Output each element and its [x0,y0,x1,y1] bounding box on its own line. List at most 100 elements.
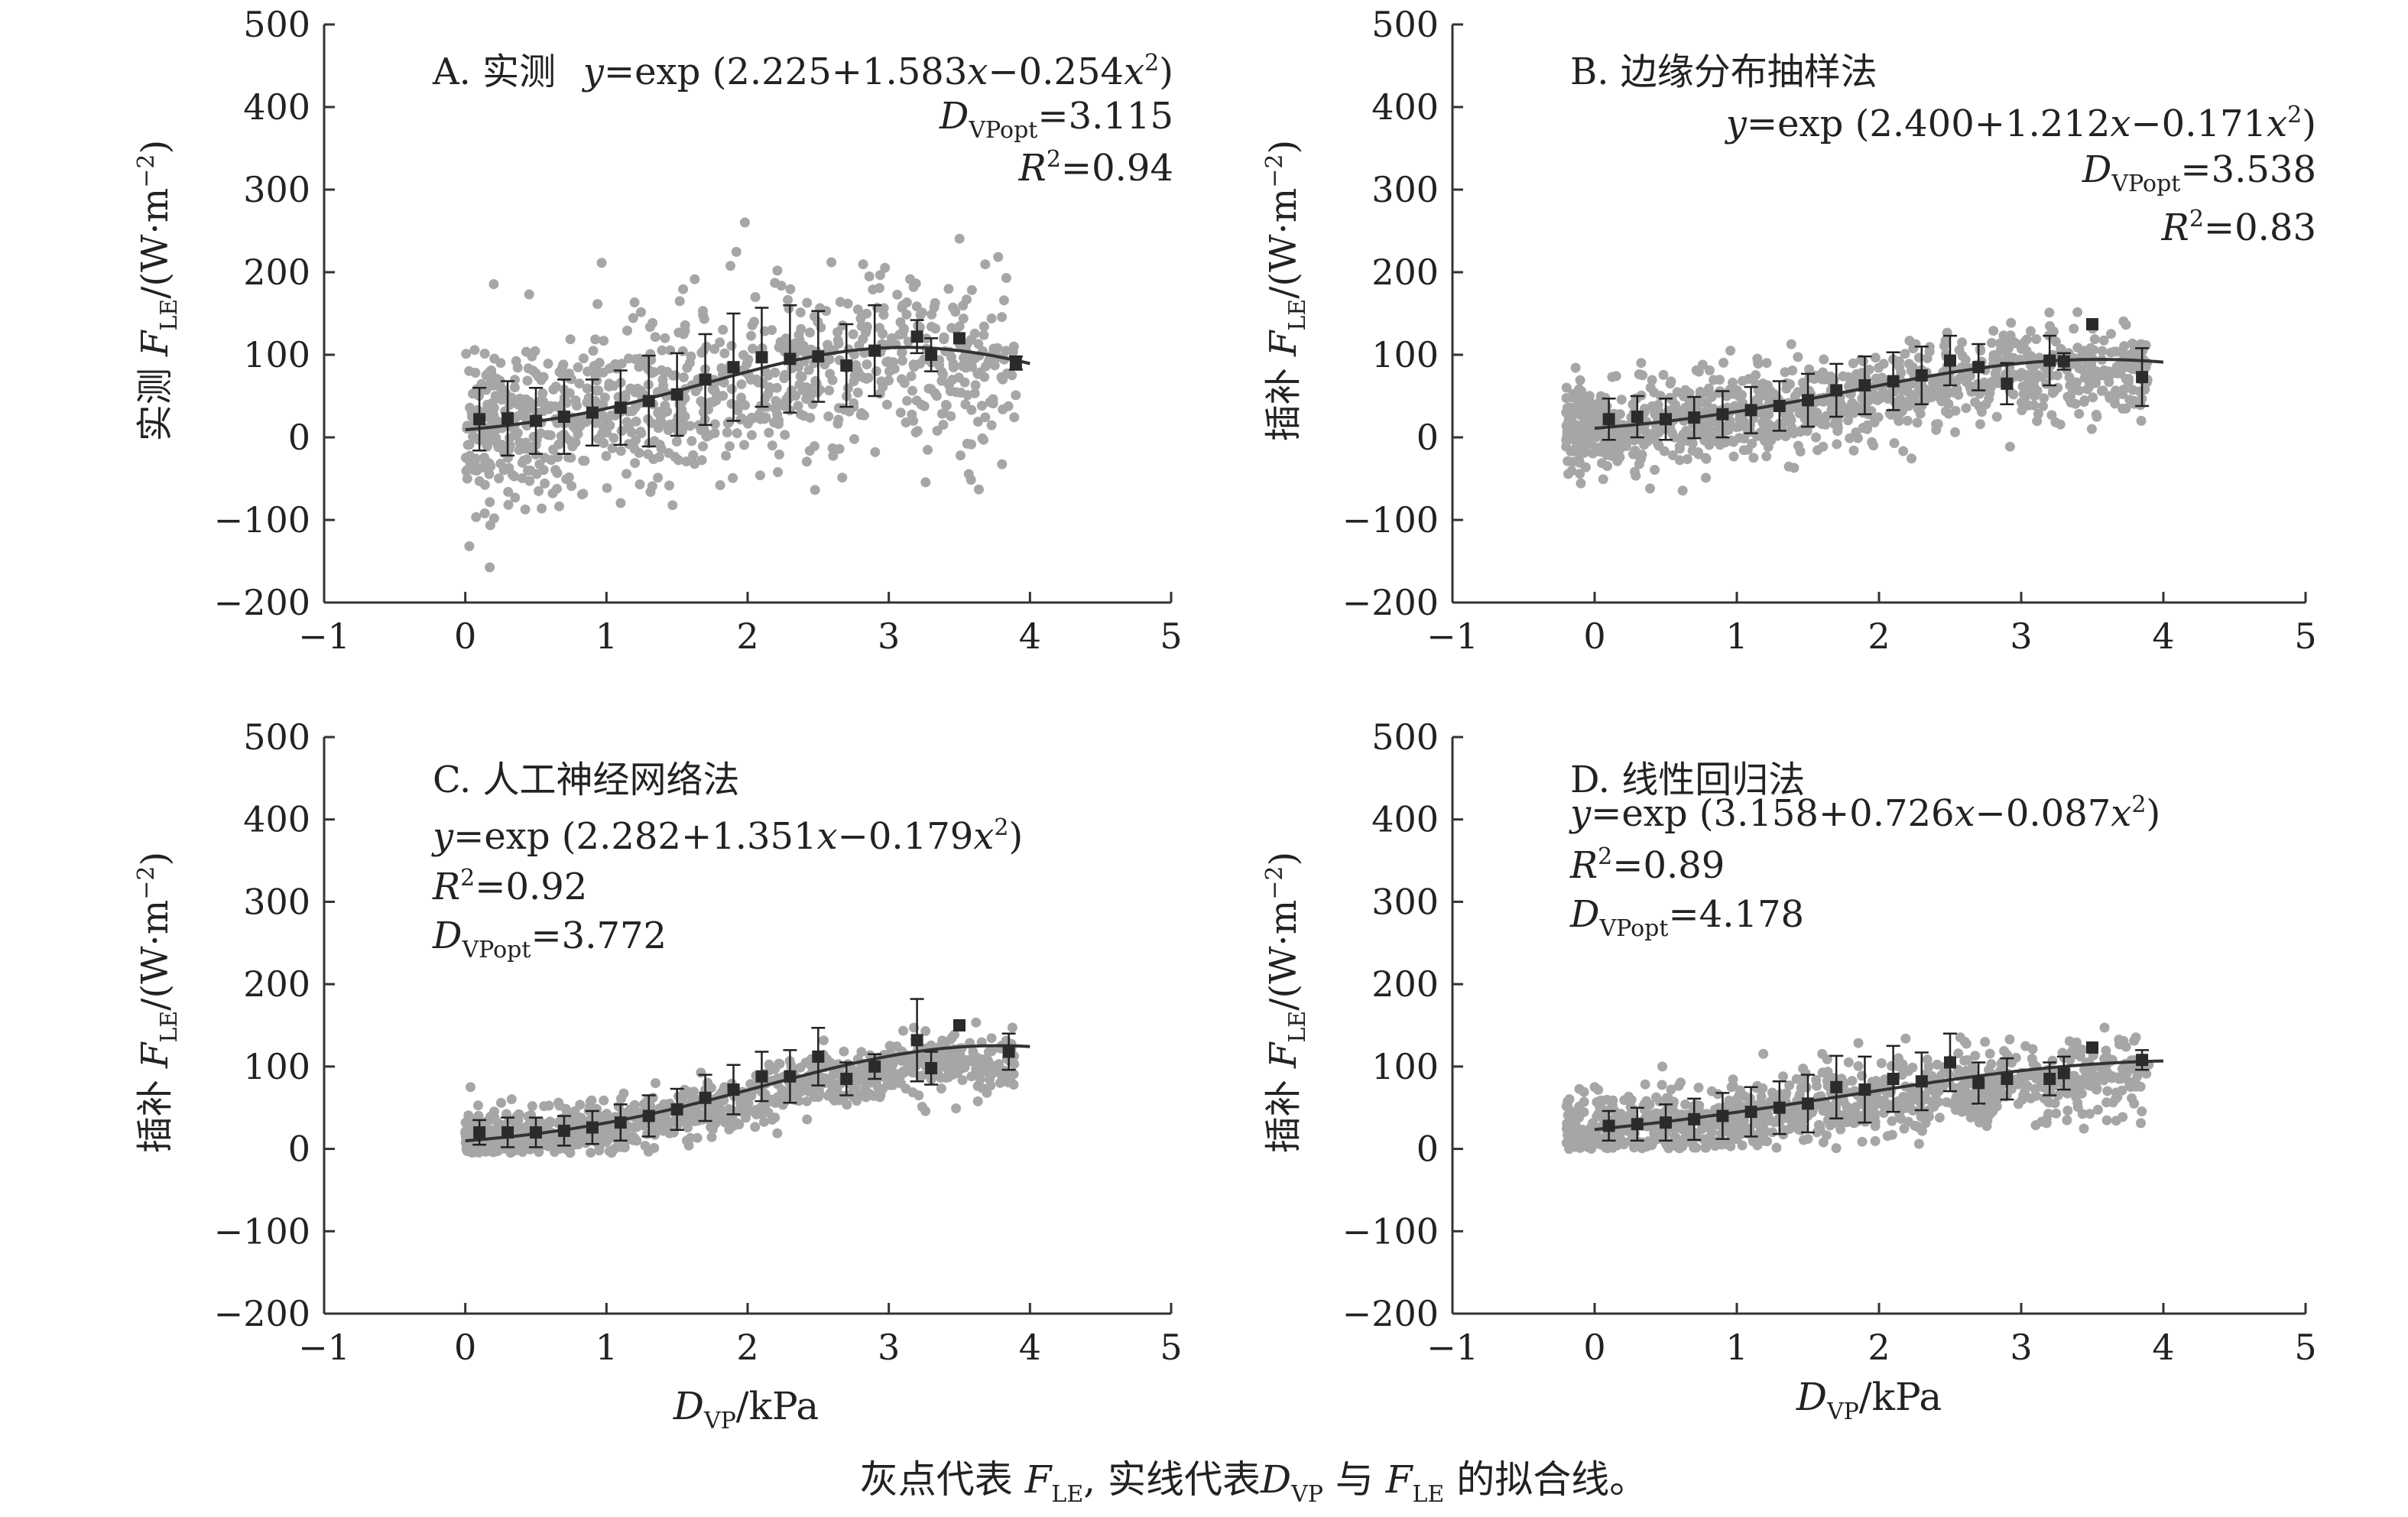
scatter-point [897,347,907,358]
scatter-point [1993,1093,2004,1103]
scatter-point [1853,1038,1864,1048]
x-tick-label: 4 [2152,616,2174,657]
scatter-point [795,307,806,318]
scatter-point [746,430,757,440]
caption-sub: VP [1290,1481,1323,1508]
scatter-point [1832,439,1842,450]
scatter-point [683,1087,693,1097]
scatter-point [1723,421,1734,432]
scatter-point [1943,398,1954,409]
scatter-point [1631,470,1641,481]
eq-power: 2 [994,814,1008,841]
scatter-point [575,1100,586,1110]
scatter-point [2013,1099,2023,1109]
scatter-point [870,447,881,457]
scatter-point [856,1047,867,1057]
mean-point [530,1126,542,1139]
scatter-point [907,1087,918,1098]
scatter-point [994,1059,1004,1070]
scatter-point [1572,435,1583,446]
scatter-point [783,294,793,305]
scatter-point [576,489,587,500]
scatter-point [1709,436,1720,447]
scatter-point [1830,417,1841,427]
scatter-point [897,356,907,366]
scatter-point [2101,1115,2112,1126]
scatter-point [690,459,700,469]
scatter-point [1804,364,1815,375]
scatter-point [662,366,673,377]
scatter-point [545,401,556,411]
scatter-point [736,379,747,390]
scatter-point [2062,1106,2073,1116]
scatter-point [553,439,564,450]
scatter-point [832,1083,842,1094]
scatter-point [931,391,942,401]
scatter-point [651,1078,660,1088]
scatter-point [2038,401,2048,411]
scatter-point [2004,441,2015,452]
scatter-point [1851,427,1861,437]
y-tick-label: 100 [243,334,310,375]
scatter-point [972,417,983,427]
scatter-point [484,469,495,479]
panel-title: C. 人工神经网络法 [433,758,740,801]
eq-power: 2 [1144,50,1159,76]
x-tick-label: 0 [1583,616,1605,657]
scatter-point [775,336,786,347]
scatter-point [711,395,722,406]
scatter-point [1896,397,1907,407]
scatter-point [667,500,678,511]
scatter-point [608,433,619,443]
scatter-point [1988,326,1999,336]
scatter-point [920,477,931,488]
scatter-point [798,346,809,356]
scatter-point [465,456,475,467]
scatter-point [539,1101,550,1112]
y-tick-label: 200 [1371,963,1439,1005]
scatter-point [1561,421,1572,431]
x-tick-label: −1 [1426,616,1478,657]
y-tick-label: 100 [1371,334,1439,375]
scatter-point [956,450,965,461]
scatter-point [573,362,583,372]
mean-point [1915,369,1928,382]
scatter-point [1843,1057,1854,1067]
scatter-point [1562,1119,1572,1129]
scatter-point [509,471,520,482]
mean-point [727,361,740,374]
y-axis-label: 插补 FLE/(W·m−2) [133,852,183,1153]
dvp-var: D [432,914,462,957]
xlabel-var: D [673,1384,704,1428]
scatter-point [939,334,949,345]
scatter-points [1561,307,2153,496]
caption-sub: LE [1412,1481,1444,1508]
scatter-point [962,438,972,449]
scatter-point [1781,383,1792,394]
scatter-point [1674,443,1685,454]
x-tick-label: 2 [736,1327,758,1368]
caption-text: 的拟合线。 [1444,1457,1647,1502]
scatter-point [1623,1126,1634,1136]
mean-point [755,351,768,364]
mean-point [1802,394,1814,407]
scatter-point [523,1111,534,1122]
scatter-point [905,274,915,284]
dvp-value: =3.538 [2180,148,2316,191]
scatter-point [486,365,496,376]
scatter-point [1575,469,1585,479]
r2-var: R [1569,844,1598,887]
scatter-point [884,375,894,386]
scatter-point [912,426,923,437]
scatter-point [594,357,605,368]
mean-point [2001,1073,2014,1086]
scatter-point [512,427,523,438]
scatter-point [1771,1142,1782,1153]
scatter-point [1894,356,1904,367]
scatter-point [524,444,534,455]
scatter-point [2025,326,2036,336]
scatter-point [524,476,535,486]
x-tick-label: 2 [1868,1327,1890,1368]
scatter-point [1967,1090,1977,1100]
